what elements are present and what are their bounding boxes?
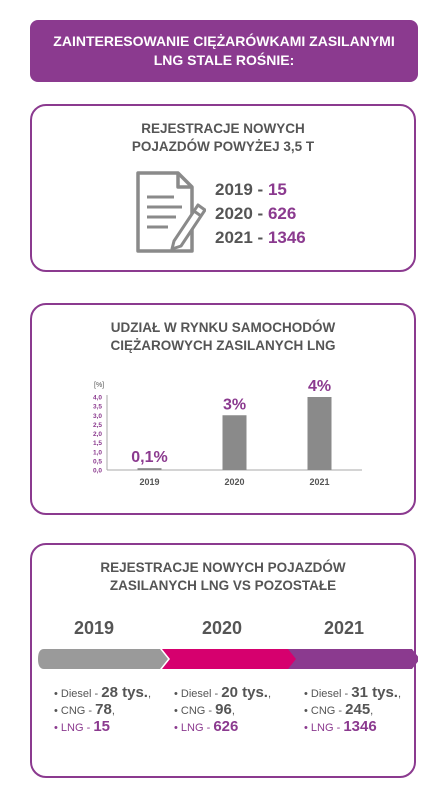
reg-value: 1346 <box>267 228 306 247</box>
reg-value: 15 <box>267 180 287 199</box>
reg-year: 2021 <box>215 228 253 247</box>
stat-suffix: , <box>267 688 272 700</box>
reg-value: 626 <box>267 204 297 223</box>
y-axis-label: [%] <box>94 382 104 389</box>
stat-label: • Diesel - <box>174 688 222 700</box>
market-share-title: UDZIAŁ W RYNKU SAMOCHODÓW CIĘŻAROWYCH ZA… <box>32 319 414 355</box>
stat-label: • Diesel - <box>54 688 102 700</box>
header-line-2: LNG STALE ROŚNIE: <box>153 52 295 68</box>
bar-data-label: 4% <box>308 378 331 395</box>
registrations-row: 2019 - 15 <box>215 178 306 202</box>
reg-sep: - <box>252 204 268 223</box>
comparison-title-line-2: ZASILANYCH LNG VS POZOSTAŁE <box>109 578 337 593</box>
timeline-arrows <box>38 649 418 669</box>
stat-label: • LNG - <box>54 722 94 734</box>
timeline-segment <box>288 649 418 669</box>
reg-year: 2020 <box>215 204 253 223</box>
stat-label: • CNG - <box>54 705 96 717</box>
stat-suffix: , <box>111 705 115 717</box>
bar-data-label: 0,1% <box>131 449 167 466</box>
bar <box>222 415 247 470</box>
stat-suffix: , <box>147 688 152 700</box>
document-edit-icon <box>136 171 206 253</box>
stat-label: • Diesel - <box>304 688 352 700</box>
stat-value: 15 <box>93 718 110 735</box>
stat-suffix: , <box>397 688 402 700</box>
header-line-1: ZAINTERESOWANIE CIĘŻARÓWKAMI ZASILANYMI <box>53 33 395 49</box>
market-share-title-line-1: UDZIAŁ W RYNKU SAMOCHODÓW <box>110 320 336 335</box>
registrations-list: 2019 - 15 2020 - 626 2021 - 1346 <box>215 178 306 250</box>
timeline-stats: • Diesel - 28 tys., • CNG - 78, • LNG - 15 <box>54 685 151 736</box>
y-tick-label: 0,5 <box>93 458 102 465</box>
stat-label: • LNG - <box>174 722 214 734</box>
stat-value: 626 <box>213 718 239 735</box>
x-tick-label: 2021 <box>309 477 329 487</box>
market-share-chart: [%] 0,0 0,5 1,0 1,5 2,0 2,5 3,0 3,5 4,0 0,1% 2019 3%… <box>93 378 362 487</box>
y-tick-label: 2,0 <box>93 431 102 438</box>
x-tick-label: 2019 <box>139 477 159 487</box>
diesel-row: • Diesel - 31 tys., <box>304 685 401 702</box>
stat-value: 28 tys. <box>101 684 148 701</box>
timeline-stats: • Diesel - 20 tys., • CNG - 96, • LNG - 62… <box>174 685 271 736</box>
registrations-title-line-2: POJAZDÓW POWYŻEJ 3,5 T <box>131 139 315 154</box>
lng-row: • LNG - 626 <box>174 719 271 736</box>
comparison-timeline: 2019 • Diesel - 28 tys., • CNG - 78, • LNG … <box>32 545 418 780</box>
stat-label: • CNG - <box>174 705 216 717</box>
diesel-row: • Diesel - 20 tys., <box>174 685 271 702</box>
comparison-card: REJESTRACJE NOWYCH POJAZDÓW ZASILANYCH L… <box>30 543 418 780</box>
reg-sep: - <box>252 180 268 199</box>
registrations-row: 2020 - 626 <box>215 202 306 226</box>
lng-row: • LNG - 1346 <box>304 719 401 736</box>
y-tick-label: 1,5 <box>93 440 102 447</box>
registrations-title-line-1: REJESTRACJE NOWYCH <box>141 121 305 136</box>
x-tick-label: 2020 <box>224 477 244 487</box>
timeline-year-label: 2019 <box>74 618 115 638</box>
stat-value: 31 tys. <box>351 684 398 701</box>
y-tick-label: 0,0 <box>93 468 102 475</box>
comparison-title-line-1: REJESTRACJE NOWYCH POJAZDÓW <box>100 560 346 575</box>
reg-year: 2019 <box>215 180 253 199</box>
stat-value: 1346 <box>343 718 377 735</box>
stat-label: • CNG - <box>304 705 346 717</box>
y-tick-label: 1,0 <box>93 449 102 456</box>
stat-value: 20 tys. <box>221 684 268 701</box>
y-tick-label: 2,5 <box>93 422 102 429</box>
timeline-year-label: 2020 <box>202 618 243 638</box>
timeline-stats: • Diesel - 31 tys., • CNG - 245, • LNG - 1… <box>304 685 401 736</box>
timeline-year-label: 2021 <box>324 618 365 638</box>
stat-suffix: , <box>370 705 374 717</box>
stat-value: 78 <box>95 701 112 718</box>
market-share-card: UDZIAŁ W RYNKU SAMOCHODÓW CIĘŻAROWYCH ZA… <box>30 303 416 515</box>
reg-sep: - <box>252 228 268 247</box>
stat-value: 245 <box>345 701 371 718</box>
timeline-segment <box>162 649 298 669</box>
lng-row: • LNG - 15 <box>54 719 151 736</box>
cng-row: • CNG - 78, <box>54 702 151 719</box>
diesel-row: • Diesel - 28 tys., <box>54 685 151 702</box>
stat-label: • LNG - <box>304 722 344 734</box>
stat-value: 96 <box>215 701 232 718</box>
y-tick-label: 3,5 <box>93 404 102 411</box>
bar-data-label: 3% <box>223 396 246 413</box>
registrations-card: REJESTRACJE NOWYCH POJAZDÓW POWYŻEJ 3,5 … <box>30 104 416 272</box>
market-share-title-line-2: CIĘŻAROWYCH ZASILANYCH LNG <box>110 338 336 353</box>
bar <box>137 468 162 470</box>
bar <box>307 397 332 470</box>
y-tick-label: 3,0 <box>93 413 102 420</box>
registrations-row: 2021 - 1346 <box>215 226 306 250</box>
y-tick-label: 4,0 <box>93 395 102 402</box>
stat-suffix: , <box>231 705 235 717</box>
registrations-title: REJESTRACJE NOWYCH POJAZDÓW POWYŻEJ 3,5 … <box>32 120 414 156</box>
comparison-title: REJESTRACJE NOWYCH POJAZDÓW ZASILANYCH L… <box>32 559 414 595</box>
cng-row: • CNG - 245, <box>304 702 401 719</box>
header-banner: ZAINTERESOWANIE CIĘŻARÓWKAMI ZASILANYMI … <box>30 20 418 82</box>
cng-row: • CNG - 96, <box>174 702 271 719</box>
timeline-segment <box>38 649 168 669</box>
